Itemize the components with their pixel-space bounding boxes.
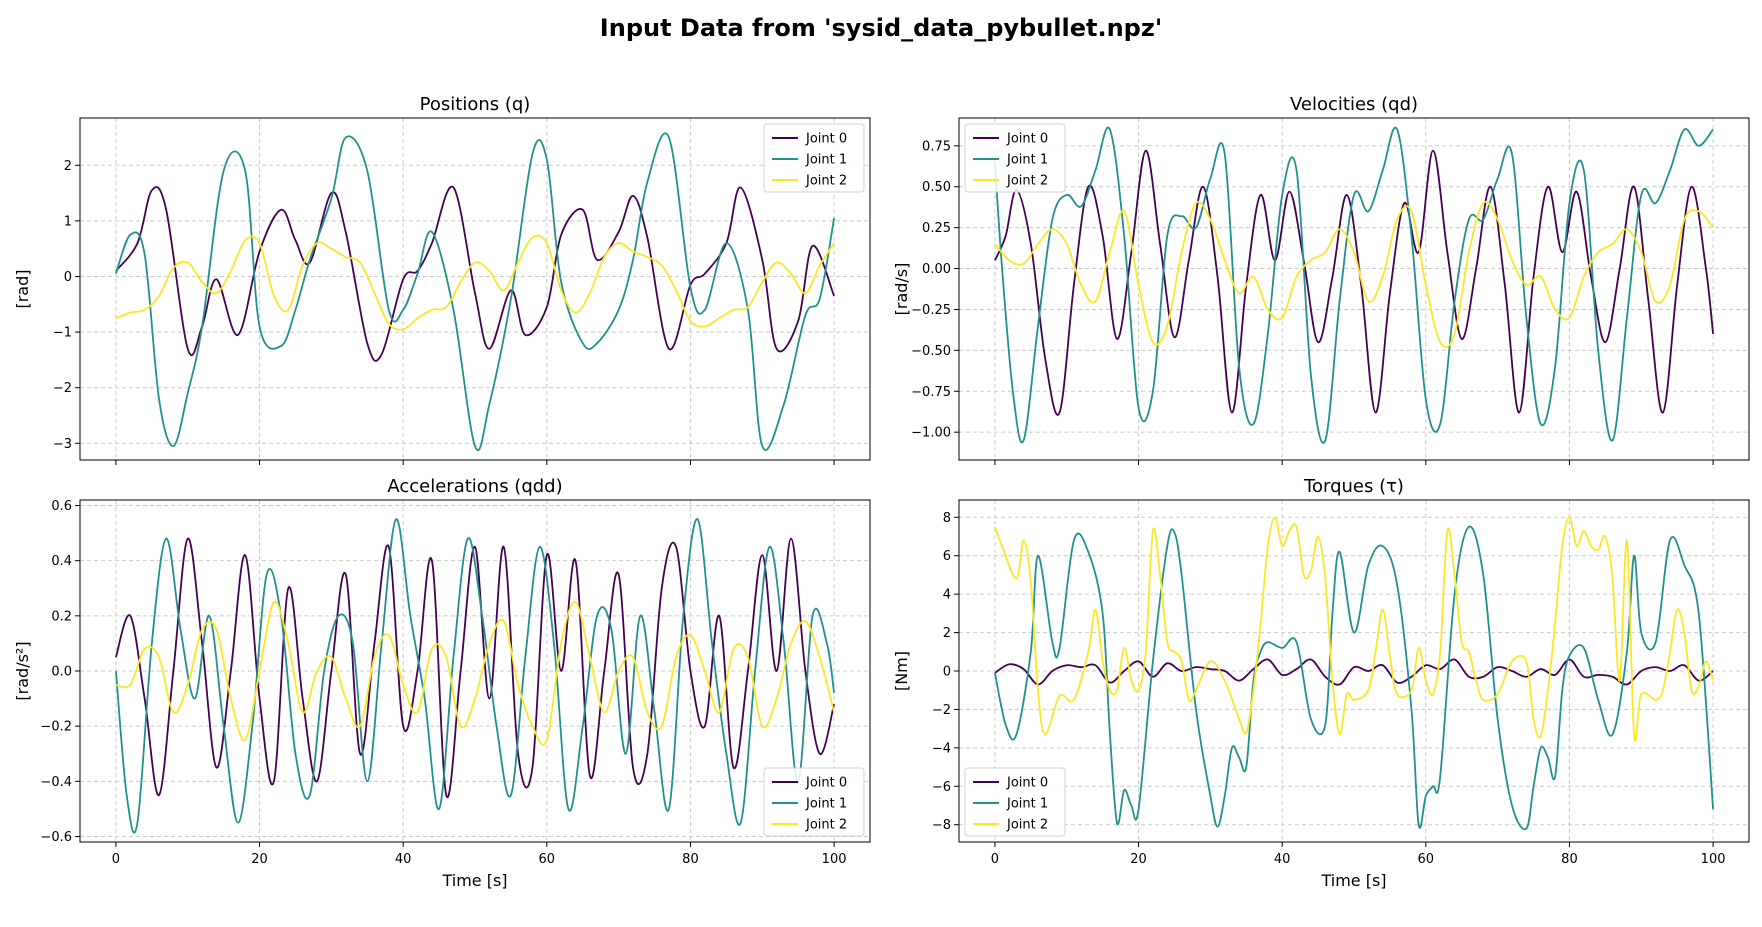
series-line-joint-0	[994, 658, 1714, 686]
x-tick-label: 60	[1418, 852, 1435, 867]
axes-frame	[79, 117, 871, 461]
y-tick-label: −2	[53, 381, 72, 396]
y-axis-label: [rad/s²]	[13, 641, 32, 700]
y-tick-label: 2	[943, 626, 951, 641]
series-line-joint-2	[994, 516, 1714, 742]
legend: Joint 0 Joint 1 Joint 2	[763, 123, 865, 193]
legend-label: Joint 1	[1006, 153, 1048, 168]
legend-label: Joint 2	[805, 818, 847, 833]
y-tick-label: −4	[932, 741, 951, 756]
subplot-title: Accelerations (qdd)	[387, 476, 562, 497]
y-tick-label: −8	[932, 818, 951, 833]
x-axis-label: Time [s]	[441, 871, 507, 890]
y-tick-label: 0	[64, 270, 72, 285]
series-line-joint-2	[115, 600, 835, 746]
x-tick-label: 40	[395, 852, 412, 867]
legend-box	[763, 123, 865, 193]
x-tick-label: 100	[822, 852, 847, 867]
y-tick-label: 0.75	[922, 139, 951, 154]
series-line-joint-0	[994, 149, 1714, 416]
subplot-3: 0 20 40 60 80 100 −8 −6 −4 −2 0 2 4 6 8 Torques (τ) [Nm]…	[892, 476, 1750, 890]
legend-label: Joint 2	[1006, 818, 1048, 833]
x-tick-label: 20	[251, 852, 268, 867]
legend-box	[763, 767, 865, 837]
series-line-joint-0	[115, 185, 835, 362]
legend-label: Joint 1	[805, 797, 847, 812]
legend-label: Joint 0	[805, 776, 847, 791]
legend-label: Joint 1	[805, 153, 847, 168]
y-tick-label: −0.25	[911, 303, 951, 318]
subplot-title: Torques (τ)	[1303, 476, 1404, 497]
subplot-1: −1.00 −0.75 −0.50 −0.25 0.00 0.25 0.50 0.75 Velo…	[892, 94, 1750, 465]
legend-label: Joint 2	[1006, 174, 1048, 189]
y-tick-label: −0.6	[40, 830, 72, 845]
y-axis-label: [Nm]	[892, 651, 911, 691]
y-tick-label: 0.25	[922, 221, 951, 236]
y-tick-label: −0.50	[911, 344, 951, 359]
legend: Joint 0 Joint 1 Joint 2	[763, 767, 865, 837]
subplot-title: Velocities (qd)	[1290, 94, 1418, 115]
y-tick-label: 0.6	[51, 499, 72, 514]
x-tick-label: 20	[1130, 852, 1147, 867]
y-tick-label: 2	[64, 159, 72, 174]
legend-label: Joint 0	[805, 132, 847, 147]
y-axis-label: [rad/s]	[892, 263, 911, 316]
y-tick-label: −1.00	[911, 426, 951, 441]
subplot-title: Positions (q)	[420, 94, 531, 115]
y-tick-label: −0.4	[40, 775, 72, 790]
series-line-joint-2	[115, 234, 835, 331]
x-tick-label: 60	[539, 852, 556, 867]
x-tick-label: 80	[1561, 852, 1578, 867]
y-tick-label: −3	[53, 437, 72, 452]
series-line-joint-2	[994, 200, 1714, 349]
x-tick-label: 80	[682, 852, 699, 867]
x-tick-label: 0	[991, 852, 999, 867]
y-tick-label: 6	[943, 549, 951, 564]
series-line-joint-1	[994, 126, 1714, 444]
y-tick-label: 0.00	[922, 262, 951, 277]
x-axis-label: Time [s]	[1320, 871, 1386, 890]
legend-label: Joint 0	[1006, 776, 1048, 791]
legend-box	[964, 123, 1066, 193]
series-line-joint-1	[994, 525, 1714, 831]
legend-label: Joint 1	[1006, 797, 1048, 812]
y-tick-label: 0.50	[922, 180, 951, 195]
x-tick-label: 0	[112, 852, 120, 867]
y-tick-label: −0.75	[911, 385, 951, 400]
y-tick-label: 0.4	[51, 554, 72, 569]
series-line-joint-1	[115, 518, 835, 834]
legend: Joint 0 Joint 1 Joint 2	[964, 123, 1066, 193]
y-tick-label: −6	[932, 780, 951, 795]
legend: Joint 0 Joint 1 Joint 2	[964, 767, 1066, 837]
y-tick-label: 0.2	[51, 609, 72, 624]
y-tick-label: 0	[943, 665, 951, 680]
y-tick-label: 8	[943, 511, 951, 526]
y-tick-label: −1	[53, 326, 72, 341]
y-tick-label: 1	[64, 214, 72, 229]
legend-label: Joint 2	[805, 174, 847, 189]
y-tick-label: 0.0	[51, 665, 72, 680]
y-tick-label: 4	[943, 588, 951, 603]
subplot-2: 0 20 40 60 80 100 −0.6 −0.4 −0.2 0.0 0.2 0.4 0.6 Acce…	[13, 476, 871, 890]
axes-frame	[958, 117, 1750, 461]
figure-title: Input Data from 'sysid_data_pybullet.npz…	[599, 14, 1163, 42]
legend-label: Joint 0	[1006, 132, 1048, 147]
x-tick-label: 100	[1701, 852, 1726, 867]
y-tick-label: −2	[932, 703, 951, 718]
series-line-joint-1	[115, 132, 835, 451]
x-tick-label: 40	[1274, 852, 1291, 867]
y-axis-label: [rad]	[13, 269, 32, 308]
y-tick-label: −0.2	[40, 720, 72, 735]
legend-box	[964, 767, 1066, 837]
series-line-joint-0	[115, 537, 835, 799]
